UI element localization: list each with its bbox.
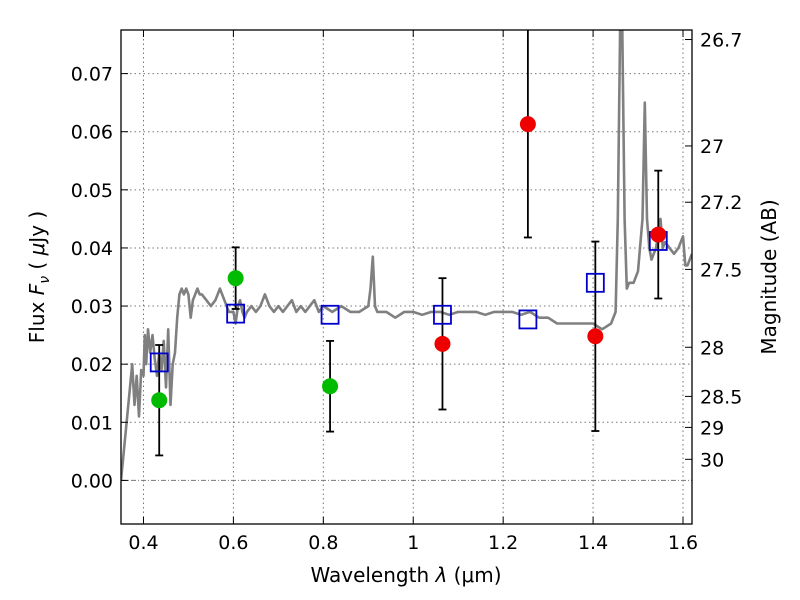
y2-tick-label: 28 — [700, 337, 724, 359]
green-data-point — [227, 270, 244, 287]
y-axis-label: Flux Fν ( μJy ) — [25, 211, 53, 343]
y-tick-label: 0.04 — [71, 238, 113, 260]
green-data-point — [322, 378, 339, 395]
x-tick-label: 1 — [407, 532, 419, 554]
y-tick-label: 0.02 — [71, 354, 113, 376]
plot-frame — [120, 29, 693, 525]
photometry-points — [151, 116, 667, 409]
x-tick-label: 1.2 — [488, 532, 518, 554]
y2-axis-label: Magnitude (AB) — [757, 199, 781, 354]
green-data-point — [151, 392, 168, 409]
model-box-series — [149, 231, 668, 373]
x-tick-label: 1.6 — [668, 532, 698, 554]
y-tick-label: 0.06 — [71, 122, 113, 144]
y2-tick-label: 27 — [700, 136, 724, 158]
red-data-point — [519, 116, 536, 133]
x-axis-label: Wavelength λ (μm) — [310, 563, 501, 587]
x-tick-label: 1.4 — [578, 532, 608, 554]
red-data-point — [650, 226, 667, 243]
y2-tick-label: 26.7 — [700, 30, 742, 52]
model-box-point — [226, 303, 246, 324]
spectrum-series — [121, 30, 692, 481]
model-box-point — [433, 304, 452, 325]
red-data-point — [434, 335, 451, 352]
y2-tick-label: 27.5 — [700, 259, 742, 281]
y2-tick-label: 30 — [700, 449, 724, 471]
y2-tick-label: 27.2 — [700, 192, 742, 214]
y-tick-label: 0.03 — [71, 296, 113, 318]
x-tick-label: 0.8 — [308, 532, 338, 554]
axis-ticks: 0.4 0.6 0.8 1 1.2 1.4 1.6 0.00 0.01 0.02 0.03 0.04 0… — [71, 30, 743, 554]
errorbar-group — [155, 30, 663, 457]
y-tick-label: 0.07 — [71, 64, 113, 86]
x-tick-label: 0.4 — [128, 532, 158, 554]
y2-tick-label: 29 — [700, 417, 724, 439]
model-box-point — [149, 352, 169, 373]
y-tick-label: 0.05 — [71, 180, 113, 202]
model-box-point — [518, 309, 538, 330]
model-box-point — [585, 272, 605, 293]
y-tick-label: 0.01 — [71, 412, 113, 434]
grid-lines — [121, 30, 692, 524]
y2-tick-label: 28.5 — [700, 386, 742, 408]
red-data-point — [587, 328, 604, 345]
model-box-point — [320, 304, 340, 325]
spectrum-line — [121, 30, 692, 481]
y-tick-label: 0.00 — [71, 470, 113, 492]
x-tick-label: 0.6 — [218, 532, 248, 554]
